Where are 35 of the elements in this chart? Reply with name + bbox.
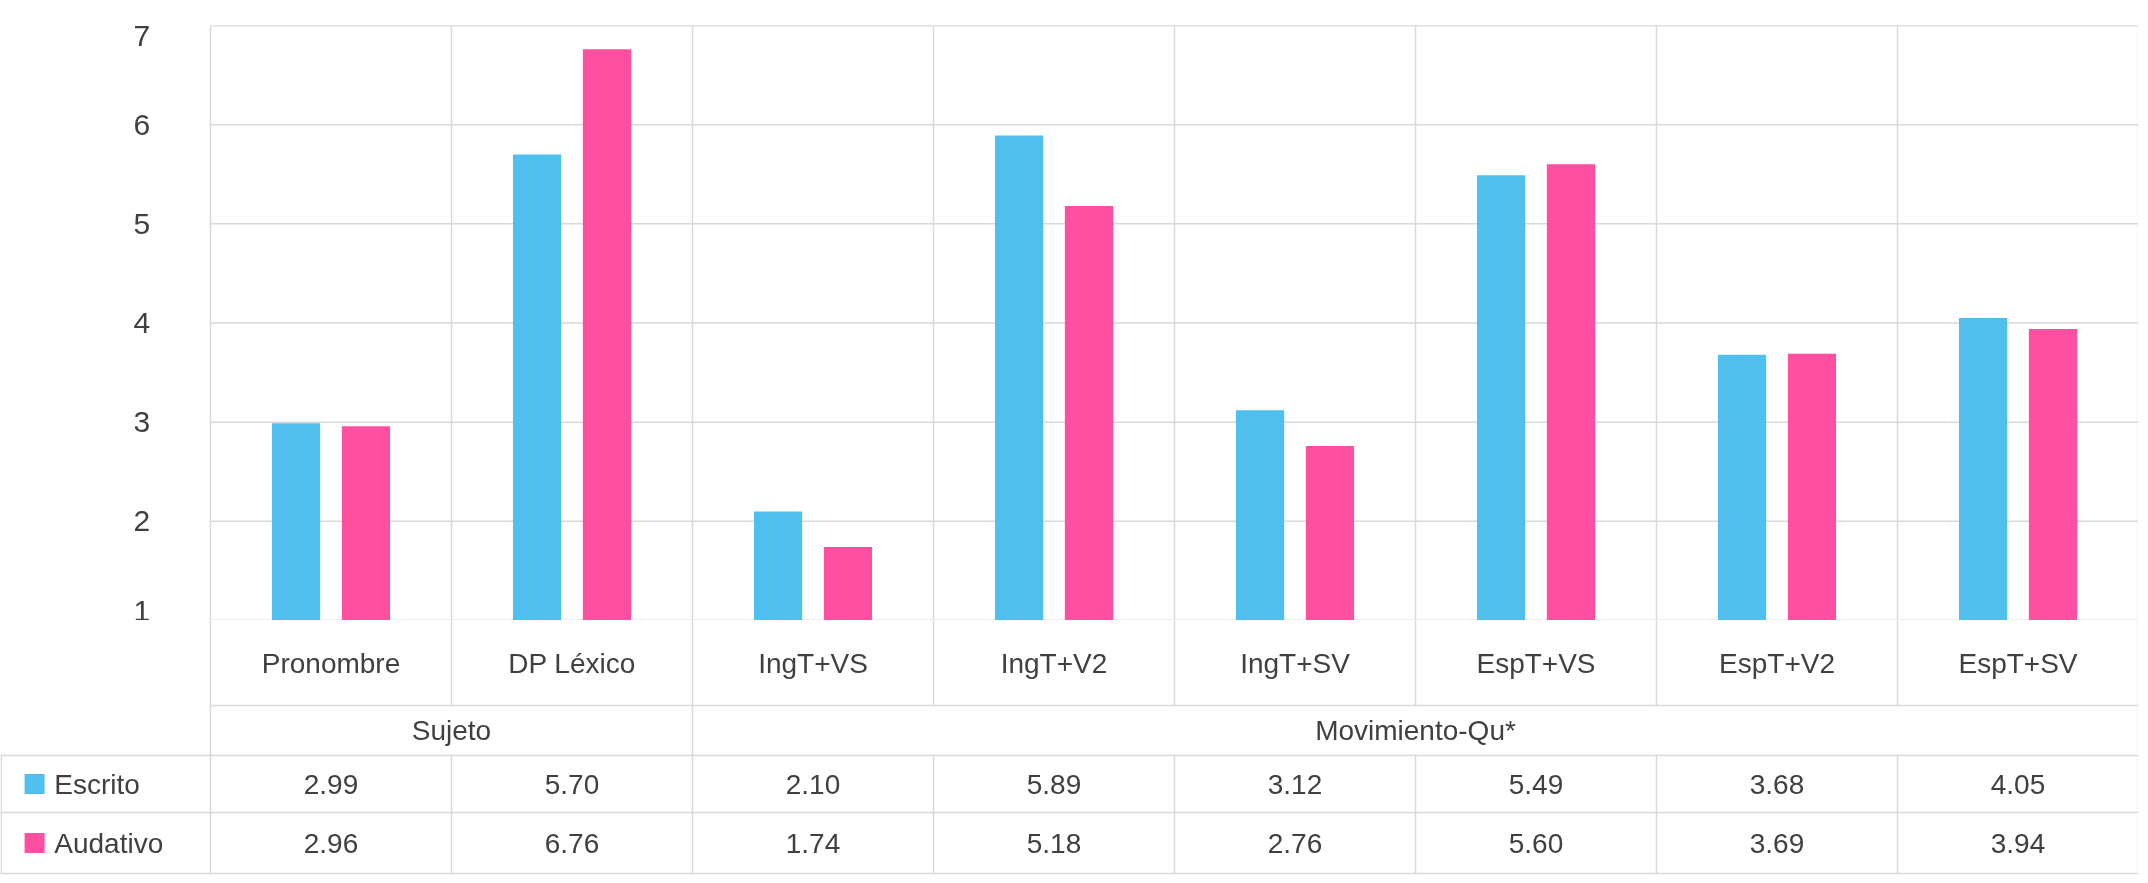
y-tick-label: 6: [133, 107, 151, 141]
data-label: 4.05: [1990, 768, 2046, 800]
legend-label: Escrito: [54, 768, 140, 800]
data-label: 1.74: [785, 827, 841, 859]
x-tick-label: EspT+VS: [1476, 647, 1596, 679]
y-tick-label: 7: [133, 18, 151, 52]
x-tick-label: DP Léxico: [508, 647, 636, 679]
x-tick-label: IngT+VS: [758, 647, 868, 679]
data-label: 2.10: [785, 768, 841, 800]
x-tick-label: IngT+V2: [1000, 647, 1108, 679]
y-tick-label: 5: [133, 206, 151, 240]
data-label: 3.69: [1749, 827, 1805, 859]
x-tick-label: EspT+SV: [1958, 647, 2078, 679]
data-label: 3.94: [1990, 827, 2046, 859]
data-label: 5.49: [1508, 768, 1564, 800]
y-tick-label: 1: [133, 593, 151, 627]
data-label: 2.96: [303, 827, 359, 859]
legend-label: Audativo: [54, 827, 164, 859]
data-label: 3.68: [1749, 768, 1805, 800]
x-tick-label: IngT+SV: [1240, 647, 1351, 679]
text: Sujeto: [411, 715, 492, 746]
y-tick-label: 2: [133, 504, 151, 538]
data-label: 5.60: [1508, 827, 1564, 859]
x-tick-label: EspT+V2: [1719, 647, 1835, 679]
y-tick-label: 3: [133, 405, 151, 439]
data-label: 6.76: [544, 827, 600, 859]
y-tick-label: 4: [133, 306, 151, 339]
x-tick-label: Pronombre: [261, 647, 401, 679]
data-label: 2.99: [303, 768, 359, 800]
text: Movimiento-Qu*: [1315, 715, 1516, 746]
data-label: 3.12: [1267, 768, 1323, 800]
data-label: 5.70: [544, 768, 600, 800]
data-label: 5.89: [1026, 768, 1082, 800]
data-label: 5.18: [1026, 827, 1082, 859]
data-label: 2.76: [1267, 827, 1323, 859]
